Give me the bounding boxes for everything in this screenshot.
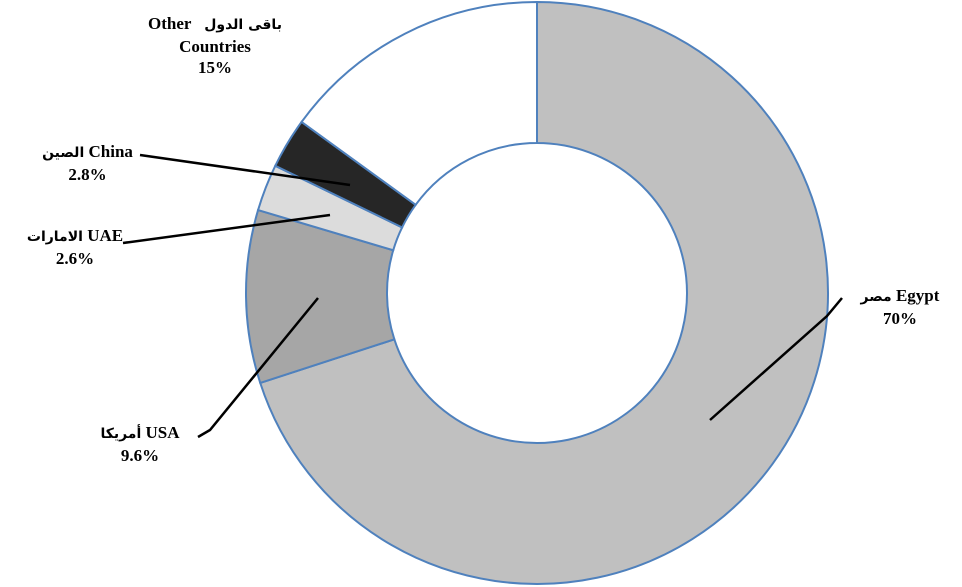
leader-uae	[122, 213, 331, 245]
leader-egypt	[709, 297, 843, 421]
label-uae: الامارات UAE 2.6%	[26, 226, 124, 268]
slices-group	[245, 0, 829, 585]
label-other: Other باقى الدول Countries 15%	[148, 14, 282, 77]
leader-china	[139, 153, 351, 187]
label-usa: أمريكا USA 9.6%	[100, 423, 180, 465]
slice-egypt	[258, 0, 829, 585]
label-egypt: مصر Egypt 70%	[860, 286, 940, 328]
label-china: الصين China 2.8%	[42, 142, 133, 184]
leader-usa	[197, 297, 319, 439]
slice-other-countries	[300, 0, 538, 207]
leader-lines-group	[122, 153, 843, 439]
